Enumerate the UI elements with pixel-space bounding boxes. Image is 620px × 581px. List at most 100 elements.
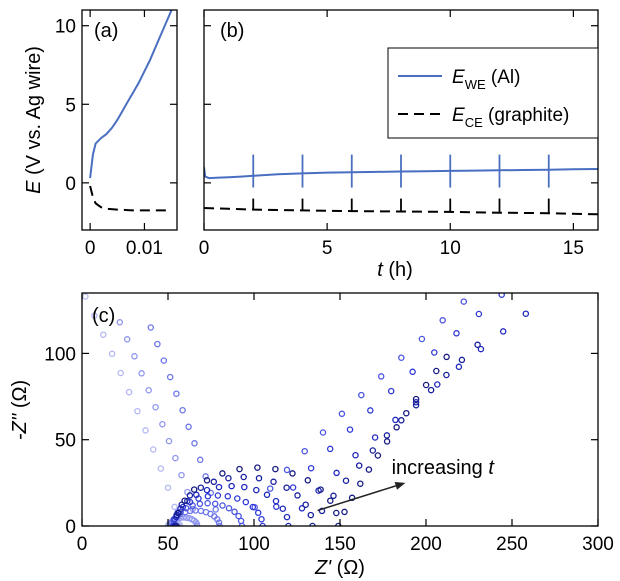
panel-c-x-tick-label: 300 <box>582 534 614 555</box>
panel-c-point <box>249 503 257 511</box>
panel-c-y-axis-label: -Z'' (Ω) <box>9 380 31 440</box>
panel-c-point <box>443 353 450 361</box>
panel-c-point <box>138 370 145 377</box>
panel-c-point <box>172 454 179 462</box>
panel-c-point <box>204 499 211 507</box>
annotation-text: increasing t <box>392 457 496 479</box>
panel-c-point <box>289 470 296 477</box>
panel-c-point <box>254 509 262 517</box>
legend-entry-we: EWE (Al) <box>452 67 520 92</box>
panel-c-point <box>327 497 334 504</box>
panel-a-x-tick-label: 0.01 <box>126 238 163 259</box>
panel-b-series-ce <box>204 207 598 216</box>
panel-c-x-axis-label: Z' (Ω) <box>314 557 365 579</box>
panel-c-point <box>338 410 346 418</box>
annotation-arrowhead <box>394 482 406 490</box>
panel-c-point <box>203 486 211 494</box>
panel-c-point <box>123 336 131 343</box>
panel-c-point <box>439 317 446 324</box>
panel-a-y-axis-label: E (V vs. Ag wire) <box>23 46 45 194</box>
panel-a-label: (a) <box>94 20 118 42</box>
panel-c-point <box>333 469 340 477</box>
panel-c-point <box>258 515 265 523</box>
panel-a-y-tick-label: 0 <box>65 174 76 195</box>
panel-c-point <box>176 522 184 526</box>
panel-c-point <box>228 482 235 490</box>
panel-c-point <box>193 491 200 499</box>
panel-b-ticks: 0 5 10 15 <box>199 10 598 259</box>
panel-c-point <box>242 498 250 506</box>
panel-c-point <box>341 508 348 516</box>
panel-c-point <box>108 350 116 358</box>
panel-c-label: (c) <box>92 305 115 327</box>
panel-c-point <box>453 330 460 337</box>
panel-c-point <box>301 447 308 455</box>
panel-c-point <box>100 331 107 338</box>
panel-c-point <box>283 466 291 474</box>
panel-c-point <box>160 357 168 364</box>
panel-c-point <box>211 500 219 508</box>
panel-c-point <box>212 506 219 513</box>
panel-c-point <box>294 492 301 499</box>
panel-c-point <box>477 345 485 353</box>
panel-b: 0 5 10 15 (b) t (h) EWE (Al) ECE (graphite) <box>199 9 599 281</box>
panel-a-series-we <box>89 10 173 179</box>
panel-b-x-tick-label: 15 <box>563 238 584 259</box>
panel-a-plot-area <box>89 10 173 212</box>
panel-c-point <box>179 406 186 414</box>
panel-c-frame <box>81 292 599 527</box>
panel-c-point <box>412 395 420 403</box>
panel-b-x-tick-label: 5 <box>322 238 333 259</box>
panel-c-point <box>202 473 209 480</box>
panel-b-x-tick-label: 10 <box>440 238 461 259</box>
panel-c-point <box>357 480 364 487</box>
panel-c-point <box>427 386 435 394</box>
panel-c-point <box>204 493 212 500</box>
panel-c-point <box>181 497 188 504</box>
panel-c-point <box>279 505 287 512</box>
panel-c-point <box>272 465 279 473</box>
panel-c-point <box>266 485 274 492</box>
panel-c-point <box>455 363 463 371</box>
panel-b-label: (b) <box>220 20 244 42</box>
panel-c-point <box>283 513 291 521</box>
panel-c-y-tick-label: 0 <box>65 517 76 538</box>
panel-c-point <box>240 473 247 481</box>
panel-c-point <box>154 340 161 348</box>
panel-c-x-tick-label: 200 <box>410 534 442 555</box>
panel-c-x-tick-label: 0 <box>77 534 88 555</box>
panel-c-point <box>197 507 205 515</box>
panel-a-x-tick-label: 0 <box>85 238 96 259</box>
panel-c-point <box>374 452 382 459</box>
panel-c-point <box>273 503 280 510</box>
panel-c-point <box>225 474 232 482</box>
panel-c-point <box>367 407 374 414</box>
panel-c-point <box>145 386 152 394</box>
panel-c-point <box>225 504 233 512</box>
panel-c-point <box>392 416 399 424</box>
panel-c-point <box>117 369 124 377</box>
panel-a: 0 0.01 0 5 10 (a) E (V vs. Ag wire) <box>23 9 178 259</box>
panel-c-point <box>254 464 261 471</box>
panel-c-x-tick-label: 150 <box>324 534 356 555</box>
panel-c-point <box>147 324 155 331</box>
panel-c-point <box>387 387 395 395</box>
panel-c-point <box>215 519 223 526</box>
panel-c-ticks: 0 50 100 150 200 250 300 0 50 100 <box>44 293 614 555</box>
panel-c-point <box>224 493 232 500</box>
panel-c-point <box>263 491 271 499</box>
panel-c-point <box>433 367 440 375</box>
panel-c-point <box>210 478 218 486</box>
panel-c-point <box>216 522 223 526</box>
panel-c-point <box>214 492 222 499</box>
panel-c-point <box>330 492 337 500</box>
panel-c-point <box>412 401 420 409</box>
panel-c-point <box>522 310 530 317</box>
panel-c-point <box>236 465 243 473</box>
panel-c-point <box>197 484 205 491</box>
panel-b-x-tick-label: 0 <box>199 238 210 259</box>
panel-c-point <box>475 310 483 318</box>
panel-c-point <box>283 484 290 491</box>
panel-c-point <box>259 522 266 526</box>
